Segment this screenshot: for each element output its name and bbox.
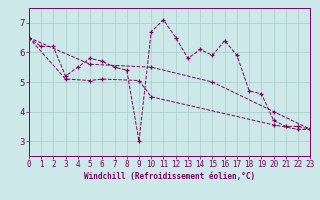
- X-axis label: Windchill (Refroidissement éolien,°C): Windchill (Refroidissement éolien,°C): [84, 172, 255, 181]
